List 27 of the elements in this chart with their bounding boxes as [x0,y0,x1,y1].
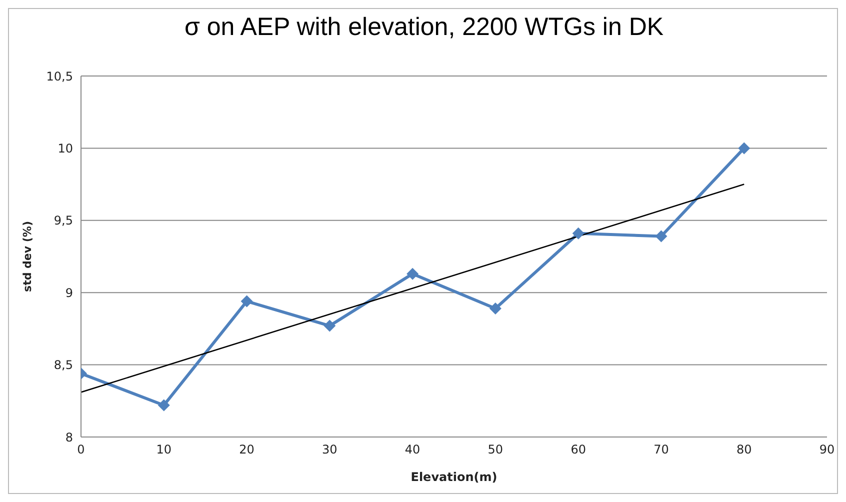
point [324,320,336,332]
x-tick-label: 40 [404,442,420,457]
x-tick-label: 90 [819,442,835,457]
y-tick-label: 8,5 [54,358,73,372]
chart-title: σ on AEP with elevation, 2200 WTGs in DK [183,13,665,42]
x-axis-title: Elevation(m) [410,470,498,484]
x-tick-label: 10 [156,442,172,457]
y-axis-title: std dev (%) [20,221,34,292]
x-tick-label: 30 [322,442,338,457]
x-tick-label: 50 [488,442,504,457]
y-tick-label: 8 [65,430,73,444]
x-tick-label: 20 [239,442,254,457]
x-tick-label: 60 [570,442,586,457]
x-tick-label: 70 [654,442,669,457]
point [158,399,170,412]
point [406,268,419,280]
point [489,302,502,314]
y-tick-label: 10,5 [46,69,73,84]
y-tick-label: 9,5 [54,214,73,228]
point [572,227,584,240]
x-tick-label: 80 [736,442,752,457]
y-tick-label: 10 [58,141,73,156]
x-tick-label: 0 [77,442,85,457]
point [738,142,750,154]
point [655,230,668,242]
point [240,295,253,308]
y-tick-label: 9 [65,286,73,300]
